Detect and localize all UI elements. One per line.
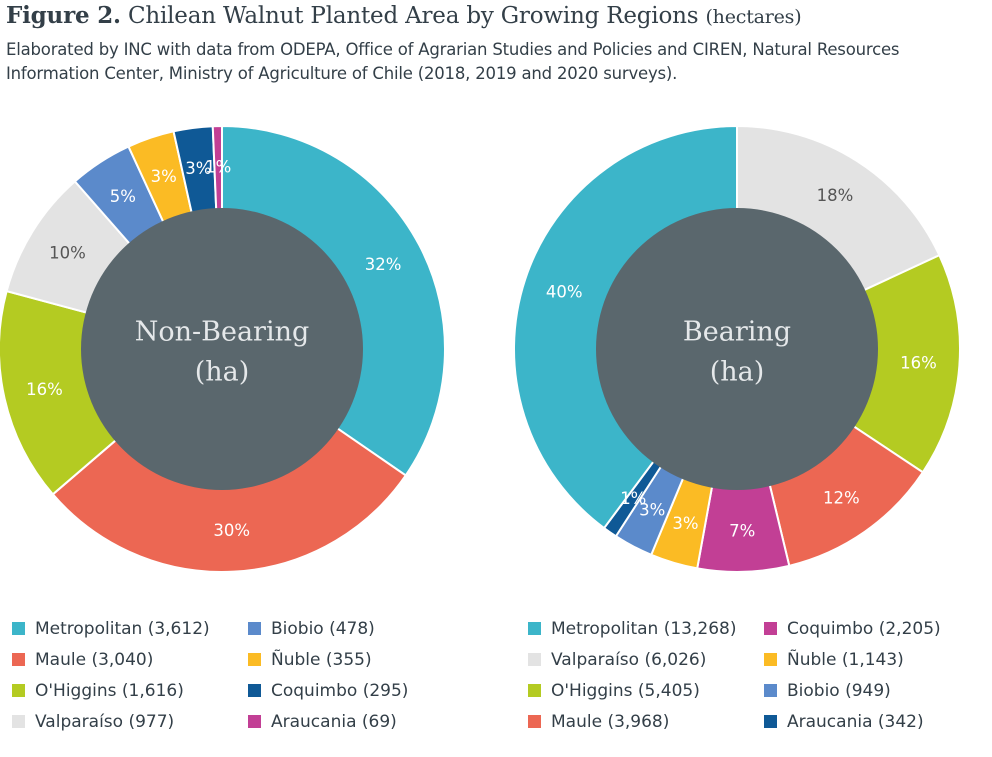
figure-subtitle: Elaborated by INC with data from ODEPA, …: [6, 40, 900, 83]
data-label-maule: 12%: [823, 489, 860, 508]
legend-item: Araucania (69): [248, 706, 448, 737]
legend-item: O'Higgins (5,405): [528, 675, 764, 706]
legend-label: Ñuble (355): [271, 649, 372, 670]
data-label-biobio: 5%: [110, 187, 136, 206]
legend-swatch: [12, 653, 25, 666]
legend-item: Ñuble (1,143): [764, 644, 964, 675]
legend-swatch: [764, 684, 777, 697]
data-label-valparaiso: 10%: [49, 243, 86, 262]
legend-label: Metropolitan (13,268): [551, 618, 737, 639]
center-label-line-2: (ha): [195, 357, 250, 388]
legend-swatch: [248, 715, 261, 728]
legend-swatch: [12, 684, 25, 697]
legend-label: O'Higgins (5,405): [551, 680, 700, 701]
data-label-nuble: 3%: [151, 167, 177, 186]
data-label-biobio: 3%: [639, 501, 665, 520]
donut-center: [81, 208, 363, 490]
legend-swatch: [248, 622, 261, 635]
legend-label: Araucania (69): [271, 711, 397, 732]
legend-item: Valparaíso (977): [12, 706, 248, 737]
figure-title-text: Chilean Walnut Planted Area by Growing R…: [127, 3, 699, 29]
legend-item: Araucania (342): [764, 706, 964, 737]
legend-swatch: [764, 715, 777, 728]
data-label-coquimbo: 3%: [185, 159, 211, 178]
data-label-araucania: 1%: [205, 158, 231, 177]
bearing-legend: Metropolitan (13,268) Valparaíso (6,026) O…: [528, 613, 964, 737]
legend-label: O'Higgins (1,616): [35, 680, 184, 701]
data-label-o-higgins: 16%: [26, 380, 63, 399]
legend-label: Biobio (478): [271, 618, 375, 639]
legend-item: O'Higgins (1,616): [12, 675, 248, 706]
legend-swatch: [12, 715, 25, 728]
center-label-line-2: (ha): [710, 357, 765, 388]
legend-label: Coquimbo (295): [271, 680, 409, 701]
non-bearing-legend: Metropolitan (3,612) Maule (3,040) O'Higgi…: [12, 613, 448, 737]
legend-swatch: [248, 653, 261, 666]
legend-swatch: [528, 653, 541, 666]
figure-number: Figure 2.: [6, 2, 121, 29]
center-label-line-1: Non-Bearing: [135, 317, 310, 348]
data-label-metropolitan: 32%: [365, 255, 402, 274]
legend-item: Ñuble (355): [248, 644, 448, 675]
legend-label: Metropolitan (3,612): [35, 618, 210, 639]
data-label-o-higgins: 16%: [900, 353, 937, 372]
legend-item: Metropolitan (3,612): [12, 613, 248, 644]
center-label-line-1: Bearing: [683, 317, 791, 348]
legend-label: Maule (3,968): [551, 711, 670, 732]
data-label-araucania: 1%: [620, 489, 646, 508]
legend-item: Coquimbo (295): [248, 675, 448, 706]
legend-item: Biobio (949): [764, 675, 964, 706]
data-label-coquimbo: 7%: [729, 521, 755, 540]
legend-swatch: [528, 622, 541, 635]
legend-item: Biobio (478): [248, 613, 448, 644]
non-bearing-donut-chart: 32%30%16%10%5%3% 3%1%Non-Bearing(ha): [0, 124, 446, 573]
legend-swatch: [528, 684, 541, 697]
legend-swatch: [764, 622, 777, 635]
legend-label: Valparaíso (6,026): [551, 649, 707, 670]
legend-label: Maule (3,040): [35, 649, 154, 670]
data-label-nuble: 3%: [672, 514, 698, 533]
legend-swatch: [12, 622, 25, 635]
figure-title-unit: (hectares): [705, 6, 802, 28]
legend-label: Araucania (342): [787, 711, 924, 732]
legend-item: Valparaíso (6,026): [528, 644, 764, 675]
legend-label: Biobio (949): [787, 680, 891, 701]
legend-item: Maule (3,040): [12, 644, 248, 675]
legend-swatch: [764, 653, 777, 666]
legend-swatch: [528, 715, 541, 728]
figure-title: Figure 2. Chilean Walnut Planted Area by…: [6, 2, 802, 29]
legend-swatch: [248, 684, 261, 697]
data-label-metropolitan: 40%: [546, 282, 583, 301]
legend-item: Coquimbo (2,205): [764, 613, 964, 644]
bearing-donut-chart: 18%16%12%7%3%3%1%40%Bearing(ha): [513, 124, 961, 573]
donut-center: [596, 208, 878, 490]
legend-item: Maule (3,968): [528, 706, 764, 737]
legend-label: Ñuble (1,143): [787, 649, 904, 670]
data-label-maule: 30%: [213, 521, 250, 540]
legend-label: Valparaíso (977): [35, 711, 175, 732]
legend-item: Metropolitan (13,268): [528, 613, 764, 644]
legend-label: Coquimbo (2,205): [787, 618, 941, 639]
data-label-valparaiso: 18%: [817, 186, 854, 205]
